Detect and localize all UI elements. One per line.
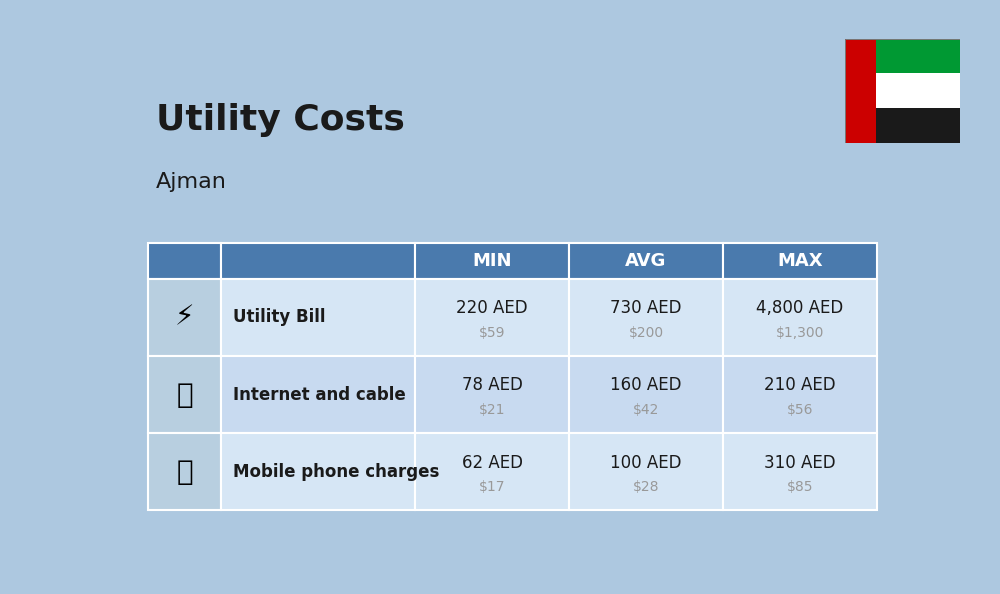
- Text: 4,800 AED: 4,800 AED: [756, 299, 843, 317]
- Text: $59: $59: [479, 326, 506, 340]
- Text: 📶: 📶: [176, 381, 193, 409]
- FancyBboxPatch shape: [415, 356, 569, 433]
- FancyBboxPatch shape: [415, 433, 569, 510]
- Text: ⚡: ⚡: [175, 304, 194, 331]
- FancyBboxPatch shape: [148, 433, 221, 510]
- FancyBboxPatch shape: [723, 243, 877, 279]
- Bar: [845, 108, 960, 143]
- FancyBboxPatch shape: [221, 243, 415, 279]
- FancyBboxPatch shape: [723, 279, 877, 356]
- Text: 160 AED: 160 AED: [610, 377, 682, 394]
- Text: AVG: AVG: [625, 252, 667, 270]
- Text: $28: $28: [633, 480, 659, 494]
- Text: $42: $42: [633, 403, 659, 417]
- FancyBboxPatch shape: [569, 279, 723, 356]
- Text: $17: $17: [479, 480, 506, 494]
- FancyBboxPatch shape: [148, 279, 221, 356]
- FancyBboxPatch shape: [415, 243, 569, 279]
- FancyBboxPatch shape: [221, 356, 415, 433]
- Text: 62 AED: 62 AED: [462, 454, 523, 472]
- Text: MIN: MIN: [473, 252, 512, 270]
- Bar: [845, 73, 960, 108]
- Text: $56: $56: [787, 403, 813, 417]
- Text: Utility Costs: Utility Costs: [156, 103, 405, 137]
- Text: 210 AED: 210 AED: [764, 377, 836, 394]
- FancyBboxPatch shape: [221, 279, 415, 356]
- FancyBboxPatch shape: [723, 433, 877, 510]
- Bar: [845, 39, 960, 73]
- Text: $1,300: $1,300: [776, 326, 824, 340]
- Text: 730 AED: 730 AED: [610, 299, 682, 317]
- FancyBboxPatch shape: [569, 433, 723, 510]
- FancyBboxPatch shape: [415, 279, 569, 356]
- Text: 310 AED: 310 AED: [764, 454, 836, 472]
- Text: 📱: 📱: [176, 458, 193, 486]
- Text: 100 AED: 100 AED: [610, 454, 682, 472]
- FancyBboxPatch shape: [221, 433, 415, 510]
- Text: Utility Bill: Utility Bill: [233, 308, 325, 327]
- Text: $85: $85: [787, 480, 813, 494]
- FancyBboxPatch shape: [569, 243, 723, 279]
- Text: 78 AED: 78 AED: [462, 377, 523, 394]
- Text: 220 AED: 220 AED: [456, 299, 528, 317]
- Text: MAX: MAX: [777, 252, 823, 270]
- Text: $21: $21: [479, 403, 506, 417]
- FancyBboxPatch shape: [569, 356, 723, 433]
- Text: Internet and cable: Internet and cable: [233, 386, 406, 404]
- FancyBboxPatch shape: [148, 356, 221, 433]
- Text: Ajman: Ajman: [156, 172, 227, 192]
- Text: $200: $200: [628, 326, 664, 340]
- Bar: [845, 39, 876, 143]
- FancyBboxPatch shape: [723, 356, 877, 433]
- FancyBboxPatch shape: [148, 243, 221, 279]
- Text: Mobile phone charges: Mobile phone charges: [233, 463, 439, 481]
